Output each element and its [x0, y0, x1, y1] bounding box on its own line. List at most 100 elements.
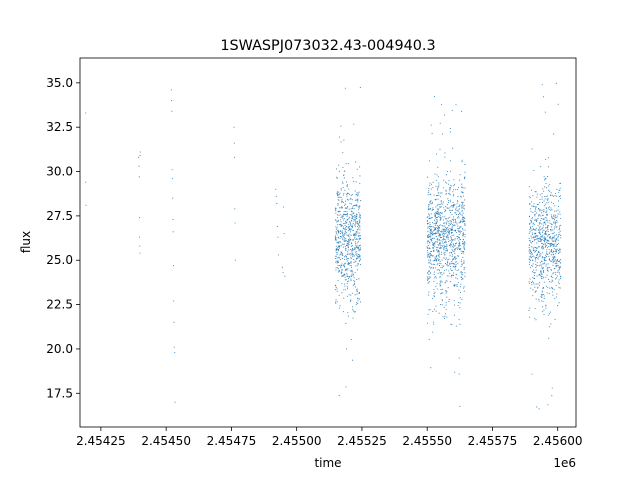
data-point: [463, 207, 465, 209]
data-point: [348, 280, 350, 282]
data-point: [446, 280, 448, 282]
data-point: [435, 235, 437, 238]
data-point: [346, 215, 348, 217]
data-point: [433, 280, 435, 282]
data-point: [436, 208, 438, 210]
data-point: [445, 235, 447, 237]
data-point: [538, 208, 540, 210]
data-point: [348, 249, 350, 251]
data-point: [336, 214, 338, 216]
data-point: [535, 298, 537, 300]
data-point: [344, 189, 346, 191]
data-point: [443, 246, 446, 248]
data-point: [357, 303, 359, 305]
data-point: [438, 208, 440, 210]
data-point: [446, 182, 448, 184]
data-point: [542, 263, 544, 265]
data-point: [559, 248, 561, 250]
data-point: [284, 275, 286, 277]
data-point: [359, 166, 361, 168]
data-point: [530, 229, 532, 231]
data-point: [455, 232, 457, 234]
data-point: [429, 260, 431, 262]
data-point: [459, 323, 461, 325]
data-point: [358, 292, 360, 295]
data-point: [351, 245, 353, 247]
data-point: [543, 236, 546, 238]
data-point: [440, 240, 442, 242]
data-point: [554, 220, 556, 222]
data-point: [554, 210, 556, 212]
data-point: [359, 235, 361, 237]
data-point: [438, 192, 440, 194]
data-point: [464, 171, 466, 173]
data-point: [337, 236, 340, 238]
data-point: [447, 229, 449, 231]
data-point: [348, 240, 350, 242]
data-point: [548, 253, 550, 255]
data-point: [341, 270, 343, 272]
data-point: [340, 236, 343, 238]
data-point: [357, 195, 359, 197]
data-point: [448, 232, 450, 234]
data-point: [429, 234, 431, 236]
data-point: [455, 213, 458, 216]
data-point: [446, 247, 448, 249]
data-point: [338, 257, 340, 259]
data-point: [340, 125, 342, 127]
data-point: [351, 269, 353, 271]
data-point: [528, 263, 530, 265]
data-point: [462, 216, 464, 218]
data-point: [546, 219, 548, 221]
data-point: [557, 209, 559, 211]
data-point: [528, 281, 530, 283]
data-point: [339, 241, 341, 243]
data-point: [457, 210, 459, 212]
data-point: [444, 211, 446, 213]
data-point: [343, 139, 345, 141]
data-point: [539, 226, 541, 228]
y-tick-label: 17.5: [46, 386, 73, 400]
data-point: [434, 267, 436, 269]
data-point: [356, 290, 358, 292]
data-point: [357, 254, 359, 256]
data-point: [355, 213, 358, 215]
data-point: [340, 252, 343, 254]
data-point: [431, 250, 433, 252]
data-point: [458, 237, 460, 239]
data-point: [432, 181, 434, 183]
data-point: [541, 231, 543, 233]
data-point: [557, 253, 560, 255]
data-point: [464, 267, 466, 269]
data-point: [439, 304, 442, 306]
data-point: [435, 259, 438, 261]
data-point: [547, 287, 549, 289]
data-point: [337, 191, 339, 193]
data-point: [450, 211, 452, 214]
data-point: [551, 260, 553, 262]
data-point: [429, 242, 431, 244]
x-axis-offset-label: 1e6: [553, 456, 576, 470]
data-point: [449, 252, 451, 254]
data-point: [360, 247, 362, 249]
data-point: [454, 304, 456, 306]
data-point: [347, 251, 349, 253]
data-point: [439, 212, 441, 214]
data-point: [349, 226, 351, 228]
data-point: [559, 268, 561, 270]
data-point: [540, 229, 542, 231]
data-point: [338, 247, 341, 249]
data-point: [537, 240, 539, 242]
data-point: [546, 210, 548, 212]
data-point: [464, 223, 466, 225]
data-point: [433, 230, 435, 232]
data-point: [438, 206, 440, 208]
data-point: [529, 203, 531, 206]
data-point: [464, 229, 466, 231]
data-point: [446, 220, 448, 222]
data-point: [546, 256, 548, 258]
data-point: [443, 252, 445, 254]
data-point: [337, 267, 339, 269]
data-point: [545, 245, 547, 247]
data-point: [335, 267, 337, 269]
